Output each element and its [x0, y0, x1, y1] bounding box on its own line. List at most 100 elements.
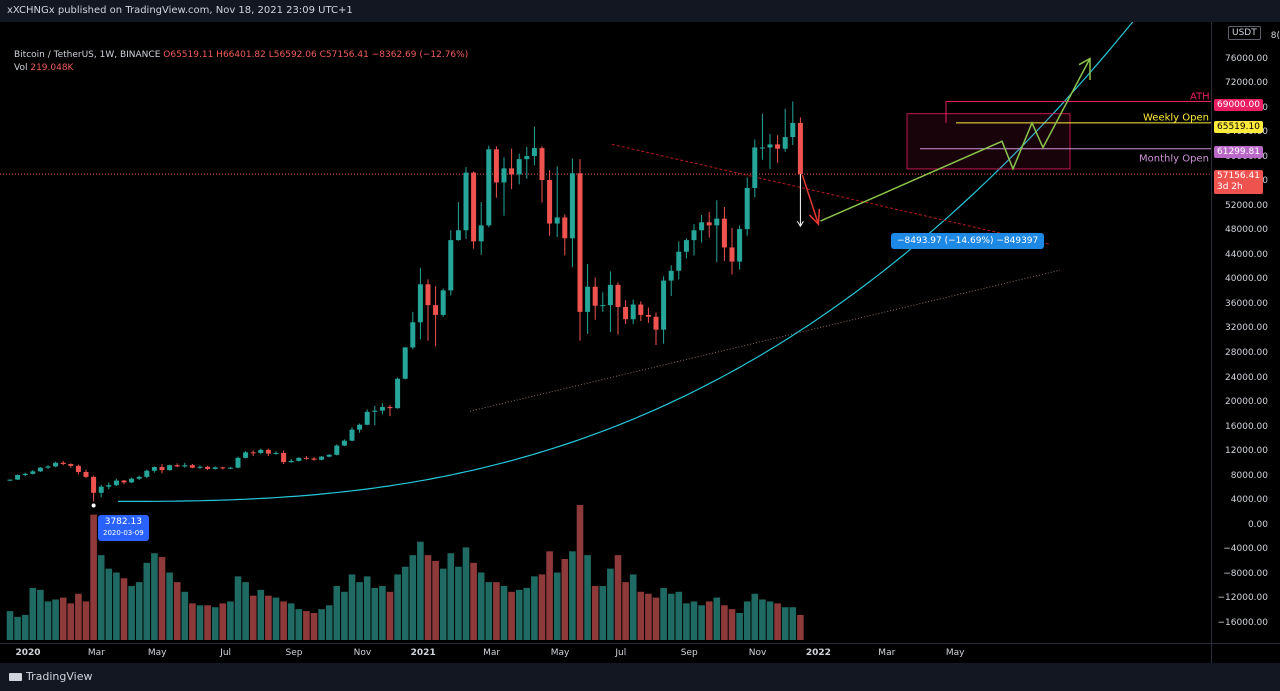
last-price-label: 57156.41 3d 2h [1214, 170, 1263, 194]
volume-bar [272, 597, 280, 640]
candle-body [83, 471, 89, 477]
price-tick-partial: 8( [1270, 31, 1280, 41]
volume-bar [485, 582, 493, 640]
candle-body [281, 452, 287, 463]
volume-bar [432, 560, 439, 640]
candle-body [782, 137, 788, 149]
tradingview-logo[interactable]: TradingView [9, 670, 92, 683]
candle-body [45, 466, 51, 468]
bearish-arrow-head [808, 208, 821, 226]
price-tick: 72000.00 [1225, 78, 1268, 89]
weekly-open-annotation[interactable]: Weekly Open [1143, 112, 1209, 124]
volume-bar [622, 582, 629, 640]
volume-bar [44, 601, 52, 640]
bullish-projection [820, 58, 1091, 222]
time-axis[interactable]: 2020 Mar May Jul Sep Nov 2021 Mar May Jul Sep Nov 20… [0, 643, 1211, 663]
volume-bar [493, 582, 500, 640]
candle-body [402, 347, 408, 379]
chart-canvas[interactable] [0, 22, 1211, 643]
volume-bar [462, 547, 470, 640]
candle-body [562, 217, 568, 239]
candle-body [729, 247, 735, 262]
monthly-open-annotation[interactable]: Monthly Open [1139, 153, 1209, 165]
volume-bar [59, 597, 67, 640]
diagonal-trendline [469, 269, 1061, 412]
candle-body [37, 467, 43, 472]
volume-bar [637, 591, 645, 640]
tradingview-logo-icon [9, 673, 22, 681]
axis-corner [1211, 643, 1280, 663]
volume-label[interactable]: Vol [14, 63, 28, 73]
candle-body [767, 144, 773, 148]
symbol-legend[interactable]: Bitcoin / TetherUS, 1W, BINANCE O65519.1… [14, 50, 468, 73]
volume-bar [181, 591, 189, 640]
candle-body [615, 284, 621, 307]
candle-body [759, 147, 765, 149]
volume-bar [781, 607, 789, 640]
volume-bar [52, 599, 59, 640]
volume-bar [14, 616, 21, 640]
volume-bar [576, 505, 584, 640]
volume-bar [29, 587, 37, 640]
candle-body [341, 440, 347, 446]
volume-bar [508, 591, 515, 640]
price-range-measure[interactable]: −8493.97 (−14.69%) −849397 [891, 233, 1045, 249]
price-axis[interactable]: 76000.0072000.0068000.0064000.0060000.00… [1211, 22, 1280, 643]
candle-body [661, 280, 667, 330]
low-price-callout[interactable]: 3782.13 2020-03-09 [98, 515, 149, 541]
chart-pane[interactable]: Bitcoin / TetherUS, 1W, BINANCE O65519.1… [0, 22, 1211, 643]
time-tick: May [550, 648, 570, 658]
candle-body [676, 251, 682, 271]
volume-bar [128, 586, 135, 640]
time-tick: May [945, 648, 965, 658]
volume-bar [234, 576, 242, 640]
price-tick: 20000.00 [1225, 397, 1268, 408]
candle-body [319, 456, 325, 460]
volume-bar [728, 609, 736, 640]
time-tick: Mar [483, 648, 501, 658]
candle-body [630, 304, 636, 320]
volume-bar [713, 597, 721, 640]
candle-body [205, 466, 211, 469]
candle-body [227, 467, 233, 469]
candle-body [478, 225, 484, 242]
candle-body [554, 217, 560, 224]
symbol-title[interactable]: Bitcoin / TetherUS, 1W, BINANCE [14, 50, 161, 60]
candle-body [243, 452, 249, 458]
volume-bar [470, 562, 477, 640]
candle-body [151, 467, 157, 471]
volume-bar [356, 582, 363, 640]
volume-bar [166, 572, 173, 640]
volume-bar [683, 603, 690, 640]
volume-bar [447, 553, 455, 640]
volume-bar [287, 603, 295, 640]
volume-bar [500, 586, 508, 640]
price-tick: 52000.00 [1225, 200, 1268, 211]
currency-button[interactable]: USDT [1228, 26, 1261, 40]
volume-bar [82, 601, 90, 640]
candle-body [547, 179, 553, 224]
volume-bar [333, 586, 341, 640]
parabolic-support-curve [118, 22, 1134, 502]
volume-bar [242, 582, 249, 640]
candle-body [311, 458, 317, 460]
volume-bar [211, 607, 219, 640]
volume-bar [67, 603, 75, 640]
ath-annotation[interactable]: ATH [1190, 91, 1210, 103]
price-tick: 48000.00 [1225, 225, 1268, 236]
tradingview-brand: TradingView [26, 670, 93, 683]
volume-bar [599, 586, 607, 640]
candle-body [288, 460, 294, 463]
volume-bar [675, 591, 683, 640]
time-tick: Nov [748, 648, 767, 658]
candle-body [638, 304, 644, 315]
ohlc-close: C57156.41 [319, 50, 369, 60]
time-tick: Jul [220, 648, 232, 658]
candle-body [775, 144, 781, 149]
candle-body [159, 467, 165, 471]
volume-bar [561, 559, 569, 640]
volume-bar [219, 603, 227, 640]
volume-bar [265, 595, 272, 640]
volume-bar [249, 595, 257, 640]
candle-body [455, 230, 461, 241]
